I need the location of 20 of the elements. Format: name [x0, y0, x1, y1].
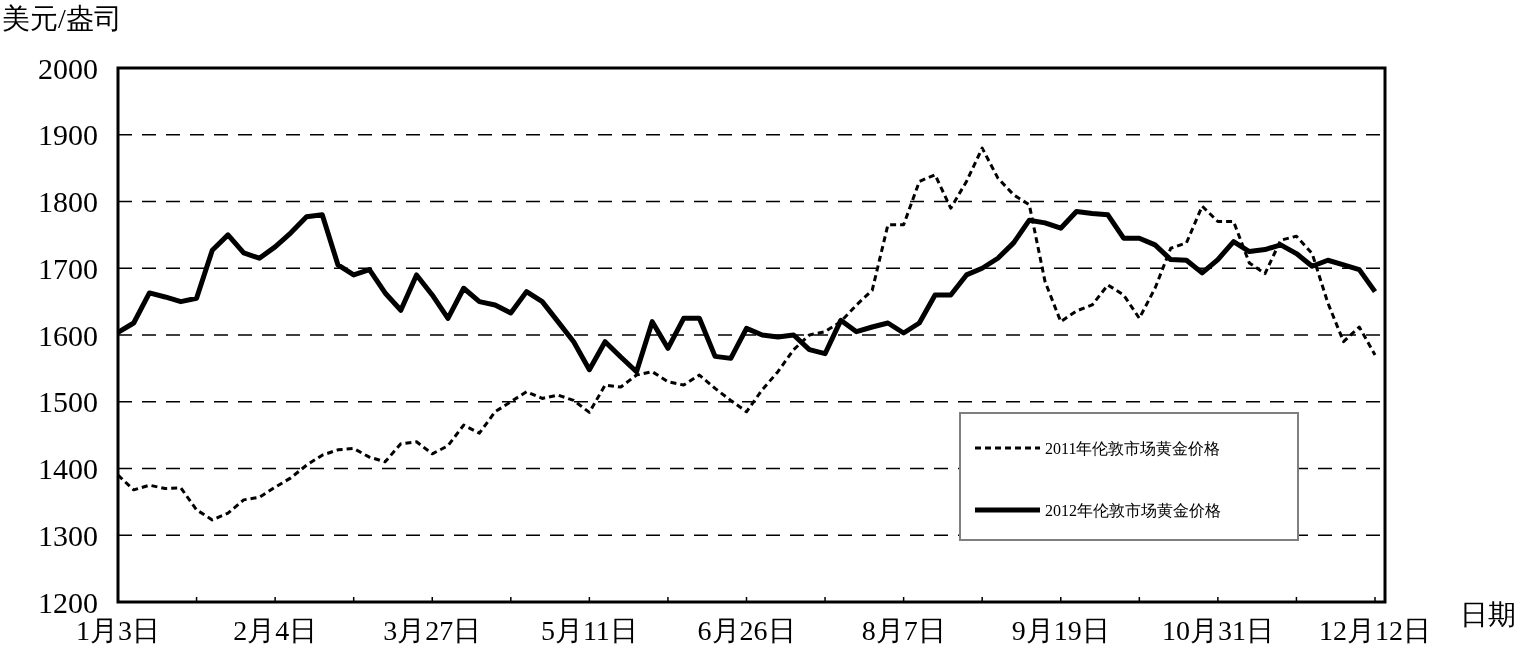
y-tick-label: 1600 — [38, 318, 98, 352]
y-tick-label: 1400 — [38, 452, 98, 485]
y-tick-label: 1300 — [38, 518, 98, 552]
y-tick-label: 1700 — [38, 251, 98, 285]
x-axis-title: 日期 — [1460, 599, 1516, 630]
x-tick-label: 5月11日 — [540, 615, 638, 646]
y-tick-label: 2000 — [38, 51, 98, 85]
x-tick-label: 6月26日 — [697, 615, 796, 646]
x-tick-label: 10月31日 — [1161, 615, 1274, 646]
x-tick-label: 12月12日 — [1319, 615, 1431, 646]
x-tick-label: 9月19日 — [1011, 615, 1110, 646]
x-tick-label: 8月7日 — [861, 615, 946, 646]
y-tick-label: 1500 — [38, 385, 98, 419]
legend-label: 2011年伦敦市场黄金价格 — [1045, 439, 1221, 457]
legend-label: 2012年伦敦市场黄金价格 — [1045, 501, 1221, 519]
y-axis-title: 美元/盎司 — [2, 3, 122, 34]
x-tick-label: 2月4日 — [233, 615, 318, 646]
y-tick-label: 1800 — [38, 185, 98, 218]
x-tick-label: 3月27日 — [383, 615, 482, 646]
y-tick-label: 1900 — [38, 118, 98, 152]
